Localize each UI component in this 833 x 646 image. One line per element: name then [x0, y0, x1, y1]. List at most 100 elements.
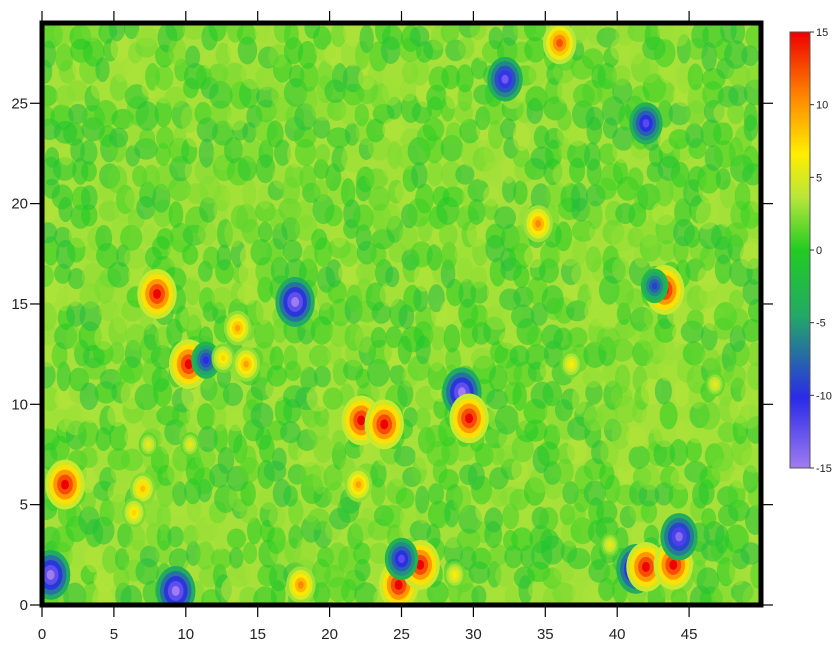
x-tick-label: 45 — [681, 626, 698, 643]
background-cell — [107, 262, 130, 288]
background-cell — [439, 223, 458, 247]
background-cell — [283, 485, 298, 506]
colorbar-gradient — [790, 32, 810, 468]
anomaly — [705, 372, 724, 397]
background-cell — [355, 103, 369, 126]
x-tick-label: 40 — [609, 626, 626, 643]
background-cell — [596, 500, 617, 523]
background-cell — [615, 364, 630, 393]
background-cell — [195, 102, 212, 125]
background-cell — [513, 180, 528, 204]
background-cell — [415, 486, 429, 514]
background-cell — [241, 445, 256, 474]
background-cell — [659, 339, 675, 366]
background-cell — [394, 446, 416, 467]
background-cell — [495, 405, 519, 434]
anomaly — [345, 467, 372, 502]
background-cell — [120, 585, 142, 613]
background-cell — [382, 64, 402, 89]
colorbar-tick-label: 10 — [816, 100, 828, 112]
colorbar: 151050-5-10-15 — [790, 27, 832, 475]
background-cell — [439, 469, 459, 491]
background-cell — [746, 63, 768, 88]
background-cell — [254, 14, 270, 44]
background-cell — [108, 166, 128, 194]
background-cell — [130, 525, 145, 551]
colorbar-tick-label: -15 — [816, 463, 832, 475]
anomaly — [629, 102, 662, 144]
background-cell — [165, 87, 187, 107]
background-cell — [653, 80, 675, 105]
background-cell — [453, 485, 471, 512]
background-cell — [627, 167, 643, 190]
background-cell — [353, 542, 371, 564]
x-tick-label: 5 — [110, 626, 118, 643]
background-cell — [371, 327, 387, 348]
background-cell — [511, 458, 528, 482]
background-cell — [744, 103, 758, 131]
anomaly — [156, 566, 195, 616]
background-cell — [427, 244, 442, 271]
background-cell — [311, 229, 327, 251]
background-cell — [341, 178, 355, 207]
background-cell — [267, 120, 284, 147]
background-cell — [180, 307, 203, 331]
background-cell — [468, 462, 485, 490]
background-cell — [539, 507, 558, 531]
anomaly — [275, 277, 314, 327]
background-cell — [572, 385, 587, 414]
background-cell — [586, 107, 604, 131]
background-cell — [567, 548, 591, 569]
background-cell — [739, 404, 761, 429]
background-cell — [670, 25, 689, 46]
anomaly — [660, 513, 697, 560]
background-cell — [716, 168, 731, 190]
background-cell — [711, 442, 734, 472]
background-cell — [199, 138, 214, 167]
anomaly — [560, 351, 581, 378]
anomaly — [487, 57, 522, 102]
background-cell — [224, 137, 243, 163]
y-tick-label: 10 — [11, 396, 28, 413]
background-cell — [270, 346, 284, 370]
background-cell — [121, 449, 143, 471]
background-cell — [468, 199, 486, 225]
background-cell — [567, 126, 587, 146]
anomaly — [31, 550, 70, 600]
background-cell — [35, 302, 57, 331]
anomaly — [122, 498, 145, 528]
anomaly — [286, 566, 315, 603]
colorbar-tick-label: -10 — [816, 390, 832, 402]
background-cell — [227, 107, 246, 131]
background-cell — [157, 503, 171, 531]
background-cell — [430, 325, 445, 351]
background-cell — [470, 267, 487, 289]
background-cell — [701, 508, 716, 529]
background-cell — [640, 60, 659, 83]
background-cell — [78, 420, 99, 447]
background-cell — [584, 142, 601, 171]
background-cell — [236, 204, 257, 233]
background-cell — [557, 107, 572, 131]
background-cell — [353, 204, 374, 231]
background-cell — [55, 44, 73, 72]
x-tick-label: 30 — [465, 626, 482, 643]
x-tick-label: 25 — [393, 626, 410, 643]
background-cell — [583, 367, 603, 388]
background-cell — [237, 24, 257, 45]
background-cell — [724, 364, 746, 387]
anomaly — [211, 343, 234, 373]
background-cell — [527, 326, 543, 348]
background-cell — [229, 547, 243, 568]
background-cell — [272, 447, 287, 470]
y-tick-label: 5 — [20, 497, 28, 514]
x-tick-label: 20 — [321, 626, 338, 643]
background-cell — [325, 204, 343, 226]
anomaly — [45, 460, 84, 510]
background-cell — [540, 529, 558, 549]
background-cell — [494, 206, 516, 229]
background-cell — [81, 15, 102, 42]
background-cell — [80, 447, 99, 468]
background-cell — [297, 200, 314, 229]
background-cell — [713, 584, 734, 606]
